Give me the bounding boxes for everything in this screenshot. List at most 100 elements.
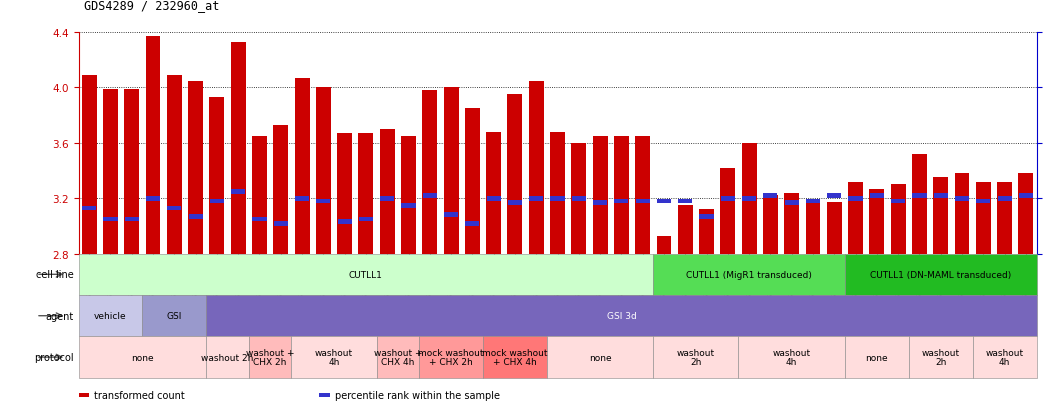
Text: washout
2h: washout 2h — [921, 348, 960, 367]
Bar — [891, 199, 906, 204]
Bar — [82, 206, 96, 211]
Bar — [295, 196, 309, 201]
Bar — [551, 196, 564, 201]
Bar — [529, 81, 543, 254]
Bar — [358, 134, 374, 254]
Bar — [955, 196, 970, 201]
Bar — [615, 199, 628, 204]
Bar — [252, 217, 267, 222]
Bar — [1019, 174, 1033, 254]
Bar — [230, 43, 246, 254]
Bar — [593, 137, 607, 254]
Bar — [337, 220, 352, 225]
Bar — [572, 144, 586, 254]
Bar — [316, 199, 331, 204]
Text: mock washout
+ CHX 2h: mock washout + CHX 2h — [419, 348, 484, 367]
Bar — [763, 196, 778, 254]
Bar — [614, 137, 629, 254]
Bar — [677, 206, 693, 254]
Bar — [998, 196, 1011, 201]
Bar — [486, 133, 502, 254]
Bar — [848, 196, 863, 201]
Bar — [423, 194, 437, 198]
Bar — [188, 81, 203, 254]
Bar — [656, 236, 671, 254]
Bar — [444, 213, 459, 218]
Text: CUTLL1 (MigR1 transduced): CUTLL1 (MigR1 transduced) — [686, 270, 812, 279]
Text: percentile rank within the sample: percentile rank within the sample — [335, 390, 500, 401]
Bar — [316, 88, 331, 254]
Bar — [252, 137, 267, 254]
Bar — [103, 90, 118, 254]
Text: washout +
CHX 2h: washout + CHX 2h — [246, 348, 294, 367]
Bar — [741, 144, 757, 254]
Text: washout 2h: washout 2h — [201, 353, 253, 362]
Bar — [465, 221, 480, 226]
Bar — [636, 137, 650, 254]
Bar — [168, 206, 181, 211]
Bar — [720, 196, 735, 201]
Bar — [912, 154, 927, 254]
Bar — [82, 76, 96, 254]
Bar — [976, 182, 990, 254]
Bar — [656, 199, 671, 204]
Bar — [487, 196, 500, 201]
Bar — [699, 214, 714, 219]
Bar — [827, 194, 842, 198]
Bar — [742, 196, 756, 201]
Text: GDS4289 / 232960_at: GDS4289 / 232960_at — [84, 0, 219, 12]
Bar — [848, 182, 863, 254]
Text: washout
4h: washout 4h — [315, 348, 353, 367]
Bar — [337, 134, 352, 254]
Text: none: none — [588, 353, 611, 362]
Bar — [146, 37, 160, 254]
Bar — [529, 196, 543, 201]
Bar — [784, 193, 799, 254]
Text: agent: agent — [45, 311, 73, 321]
Bar — [125, 90, 139, 254]
Bar — [784, 200, 799, 205]
Bar — [146, 196, 160, 201]
Bar — [188, 214, 203, 219]
Text: GSI: GSI — [166, 311, 182, 320]
Bar — [912, 194, 927, 198]
Bar — [806, 199, 820, 204]
Text: protocol: protocol — [34, 352, 73, 362]
Bar — [955, 174, 970, 254]
Bar — [636, 199, 650, 204]
Bar — [870, 194, 884, 198]
Text: vehicle: vehicle — [94, 311, 127, 320]
Bar — [273, 126, 288, 254]
Text: washout +
CHX 4h: washout + CHX 4h — [374, 348, 422, 367]
Text: GSI 3d: GSI 3d — [606, 311, 637, 320]
Bar — [508, 200, 522, 205]
Text: transformed count: transformed count — [94, 390, 185, 401]
Bar — [699, 210, 714, 254]
Bar — [891, 185, 906, 254]
Text: washout
2h: washout 2h — [676, 348, 715, 367]
Bar — [763, 194, 778, 198]
Bar — [231, 190, 245, 194]
Bar — [827, 203, 842, 254]
Bar — [720, 169, 735, 254]
Bar — [465, 109, 480, 254]
Bar — [869, 189, 885, 254]
Bar — [550, 133, 565, 254]
Bar — [401, 137, 416, 254]
Text: washout
4h: washout 4h — [773, 348, 810, 367]
Bar — [380, 130, 395, 254]
Bar — [444, 88, 459, 254]
Text: CUTLL1: CUTLL1 — [349, 270, 383, 279]
Bar — [380, 196, 395, 201]
Text: mock washout
+ CHX 4h: mock washout + CHX 4h — [483, 348, 548, 367]
Bar — [997, 182, 1012, 254]
Bar — [166, 76, 182, 254]
Text: washout
4h: washout 4h — [985, 348, 1024, 367]
Bar — [976, 199, 990, 204]
Bar — [273, 221, 288, 226]
Bar — [294, 78, 310, 254]
Bar — [508, 95, 522, 254]
Bar — [104, 217, 117, 222]
Bar — [572, 196, 586, 201]
Bar — [422, 91, 438, 254]
